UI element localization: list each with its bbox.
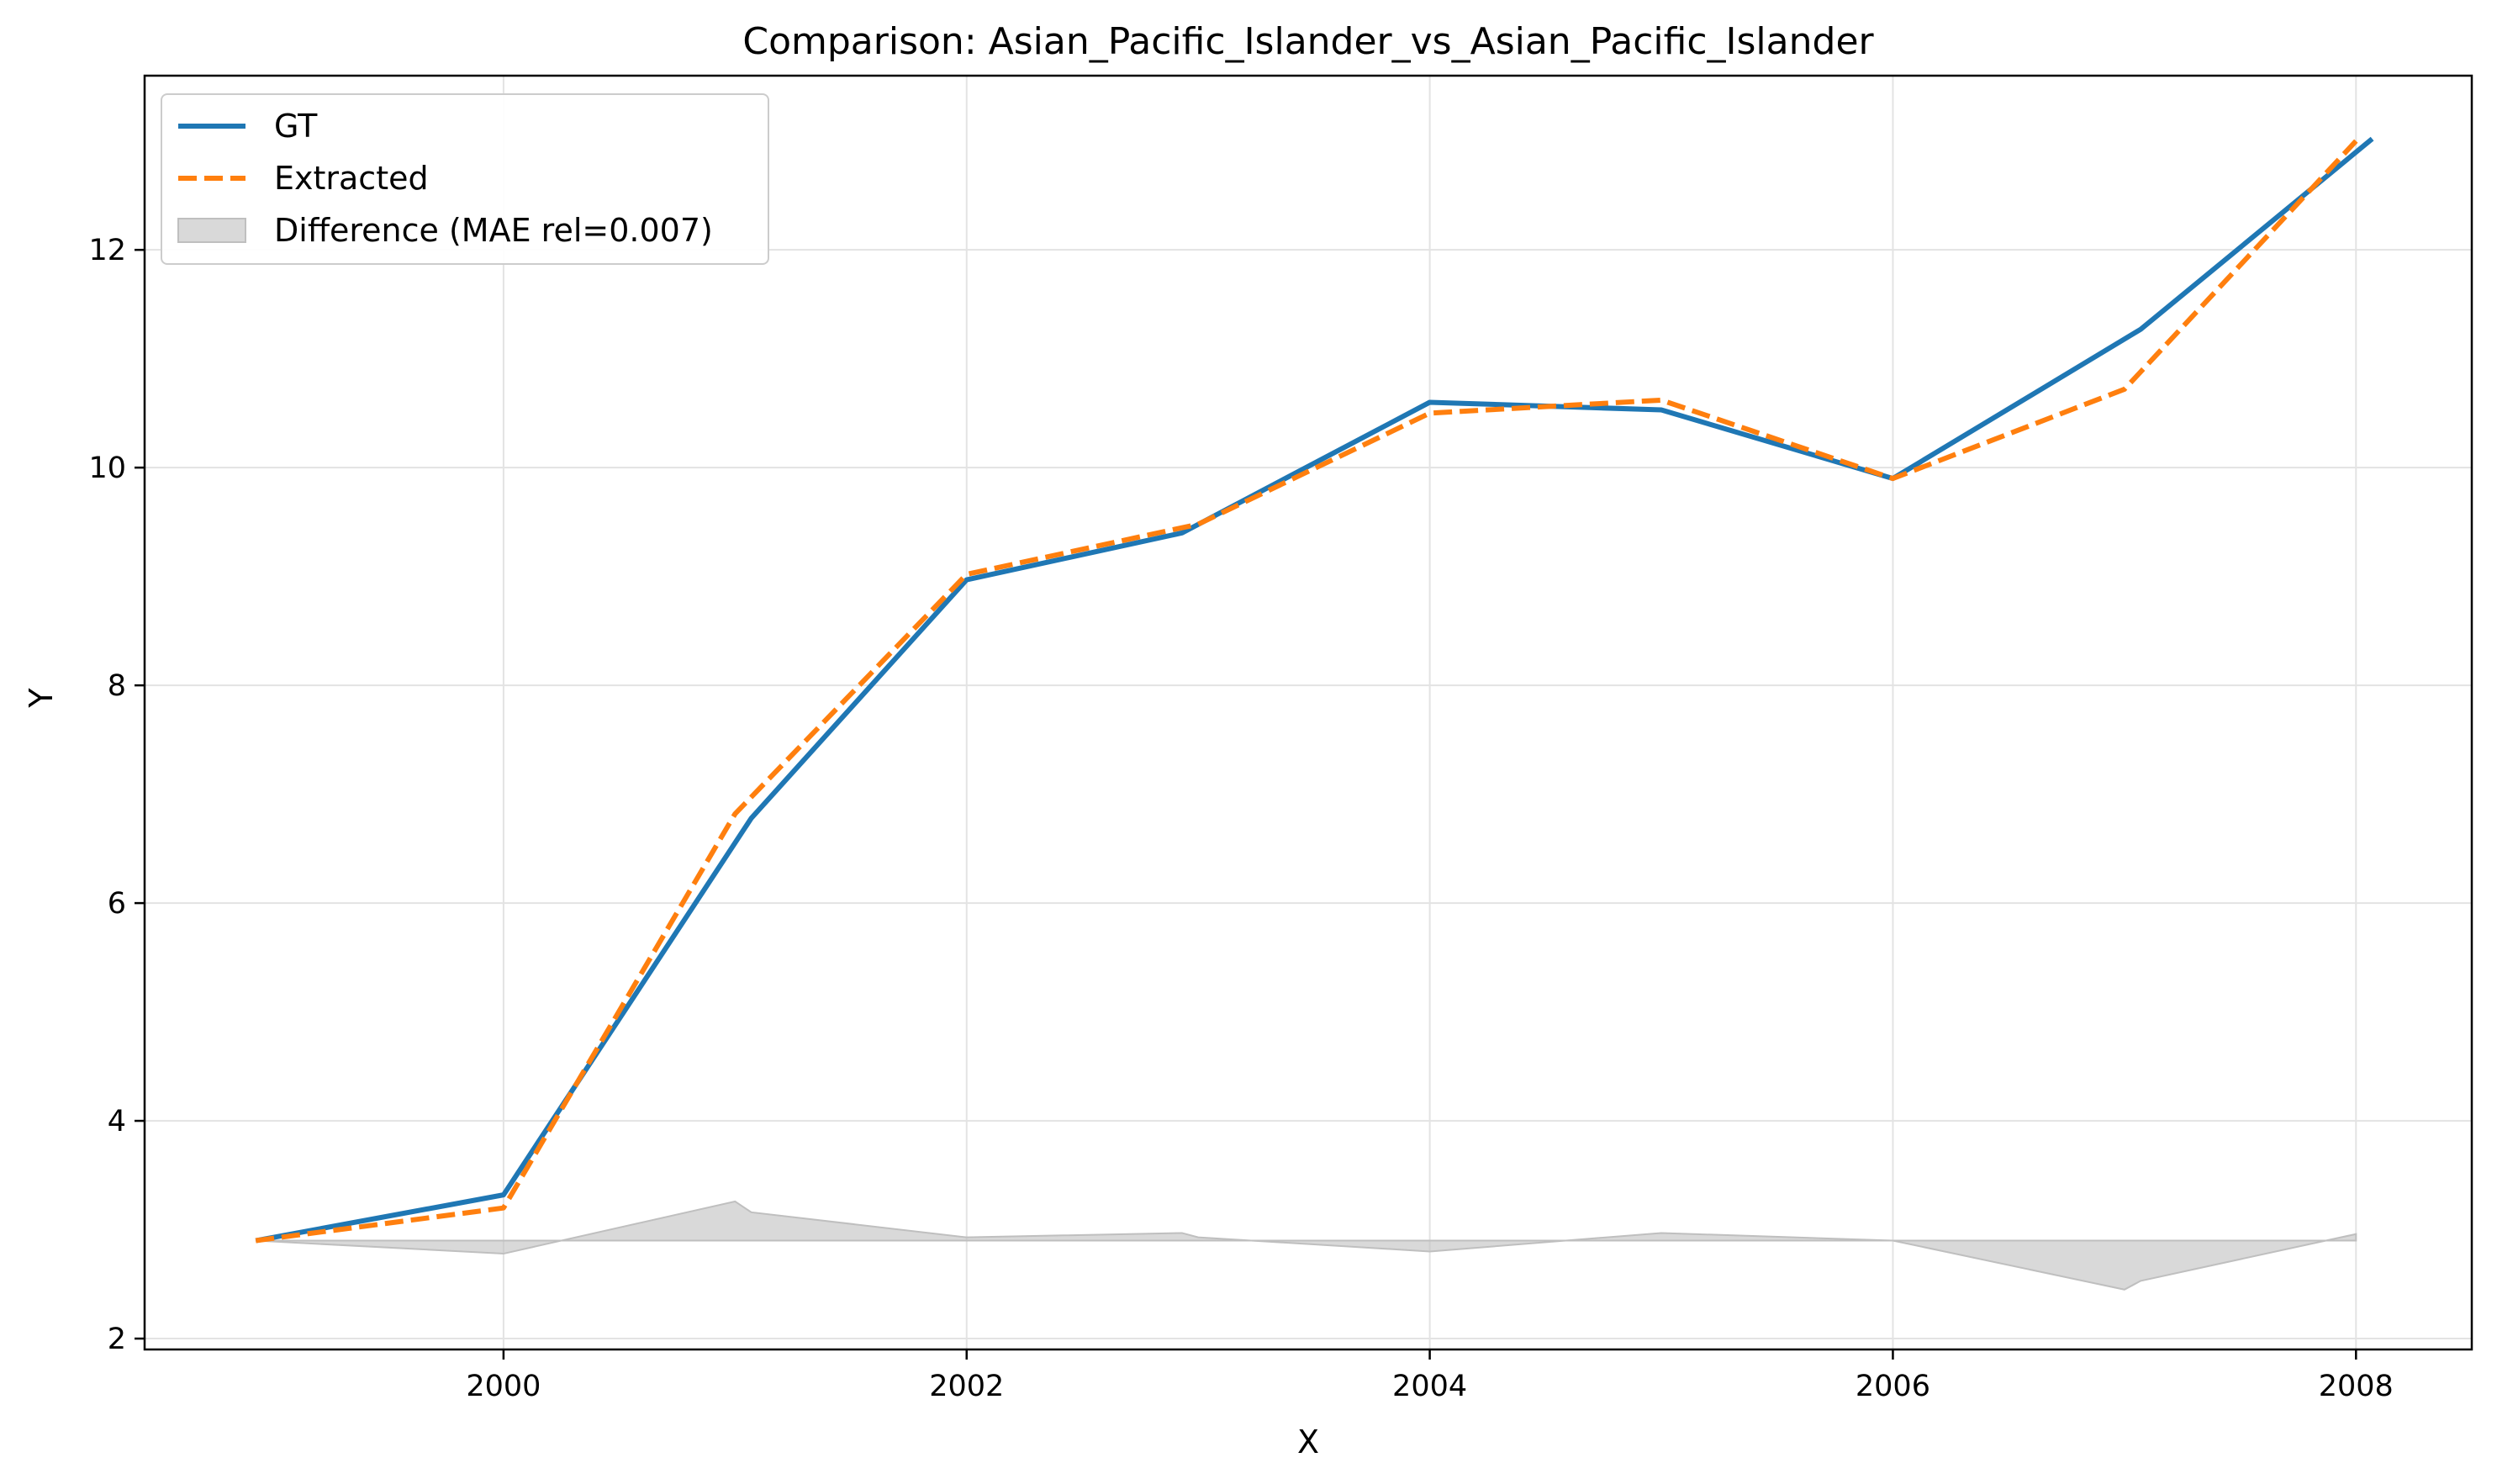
legend-label: Difference (MAE rel=0.007) <box>274 212 713 249</box>
x-axis-ticks: 2000 2002 2004 2006 2008 <box>466 1349 2394 1403</box>
y-tick-label: 10 <box>88 452 126 485</box>
legend-box <box>161 93 769 265</box>
y-tick-label: 8 <box>108 669 126 703</box>
legend-swatch-difference <box>177 218 246 243</box>
y-axis-label: Y <box>23 688 60 709</box>
x-tick-label: 2002 <box>929 1370 1004 1403</box>
x-tick-label: 2008 <box>2319 1370 2394 1403</box>
y-tick-label: 6 <box>108 887 126 921</box>
x-tick-label: 2006 <box>1856 1370 1930 1403</box>
legend: GT Extracted Difference (MAE rel=0.007) <box>161 93 769 265</box>
plot-frame <box>143 74 2473 1351</box>
y-tick-label: 2 <box>108 1323 126 1356</box>
x-tick-label: 2004 <box>1392 1370 1467 1403</box>
legend-label: GT <box>274 108 318 145</box>
series-line-0 <box>255 136 2374 1244</box>
difference-area-layer <box>256 1200 2357 1291</box>
series-layer <box>255 136 2374 1244</box>
difference-area <box>256 1200 2357 1291</box>
chart-title: Comparison: Asian_Pacific_Islander_vs_As… <box>742 20 1874 63</box>
legend-label: Extracted <box>274 160 429 197</box>
y-tick-label: 4 <box>108 1105 126 1138</box>
x-axis-label: X <box>1297 1423 1319 1460</box>
y-axis-ticks: 2 4 6 8 10 12 <box>88 234 145 1356</box>
x-tick-label: 2000 <box>466 1370 541 1403</box>
y-tick-label: 12 <box>88 234 126 267</box>
series-line-1 <box>255 139 2358 1244</box>
